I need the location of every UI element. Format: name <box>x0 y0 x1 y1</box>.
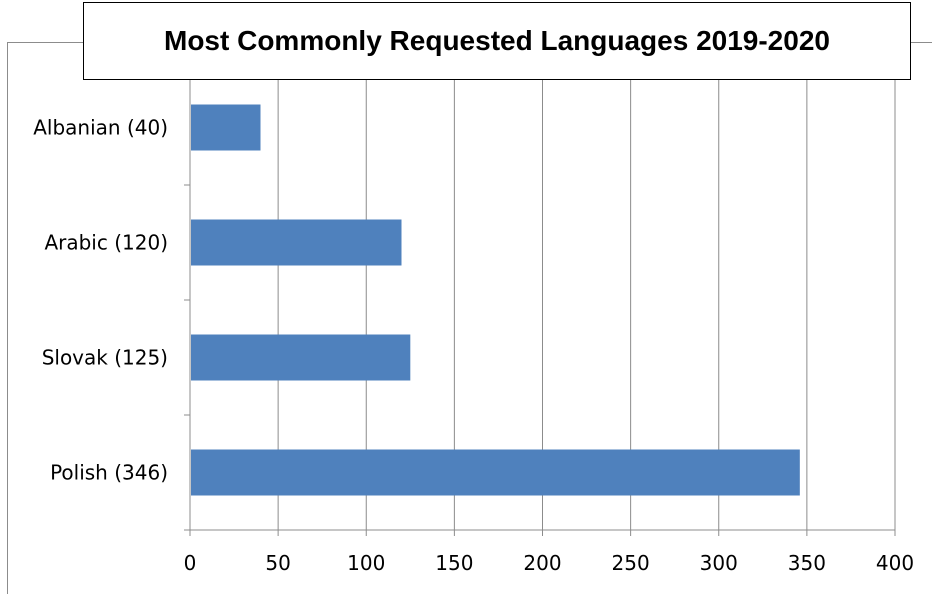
category-label: Arabic (120) <box>44 231 168 255</box>
x-tick-label: 350 <box>788 551 826 575</box>
bar <box>191 219 402 266</box>
x-tick-label: 0 <box>184 551 197 575</box>
category-label: Albanian (40) <box>33 116 168 140</box>
x-tick-label: 400 <box>876 551 914 575</box>
x-tick-label: 150 <box>435 551 473 575</box>
bar <box>191 334 411 381</box>
category-label: Slovak (125) <box>42 346 168 370</box>
chart-title-box: Most Commonly Requested Languages 2019-2… <box>83 2 911 80</box>
x-tick-label: 50 <box>265 551 290 575</box>
x-tick-label: 300 <box>700 551 738 575</box>
x-tick-label: 200 <box>523 551 561 575</box>
bar <box>191 104 261 151</box>
x-tick-label: 250 <box>612 551 650 575</box>
category-label: Polish (346) <box>50 461 168 485</box>
bar <box>191 449 800 496</box>
x-tick-label: 100 <box>347 551 385 575</box>
chart-title: Most Commonly Requested Languages 2019-2… <box>164 25 830 56</box>
